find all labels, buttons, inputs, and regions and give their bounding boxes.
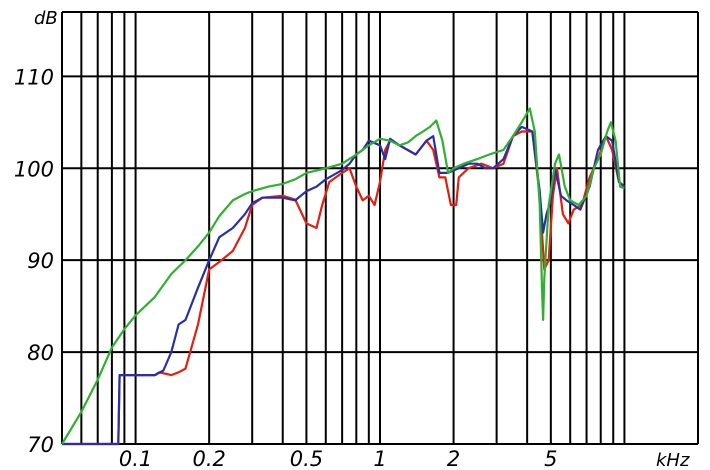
grid bbox=[61, 11, 699, 445]
x-axis-unit-label: kHz bbox=[656, 450, 690, 470]
tick-labels: 70 80 90 100 110 0.1 0.2 0.5 1 2 5 bbox=[14, 65, 558, 470]
series-group bbox=[61, 107, 626, 446]
x-tick-label: 5 bbox=[544, 447, 557, 470]
x-tick-label: 0.2 bbox=[192, 447, 225, 470]
series-line-1 bbox=[62, 130, 626, 446]
y-tick-label: 80 bbox=[27, 341, 54, 365]
x-tick-label: 1 bbox=[373, 447, 386, 470]
y-tick-label: 90 bbox=[27, 249, 54, 273]
x-tick-label: 0.5 bbox=[290, 447, 323, 470]
series-line-3 bbox=[61, 107, 625, 445]
x-tick-label: 0.1 bbox=[119, 447, 152, 470]
series-line-2 bbox=[62, 125, 626, 446]
y-tick-label: 100 bbox=[14, 157, 54, 181]
y-axis-unit-label: dB bbox=[34, 8, 58, 29]
y-tick-label: 70 bbox=[27, 433, 54, 457]
y-tick-label: 110 bbox=[14, 65, 54, 89]
x-tick-label: 2 bbox=[447, 447, 460, 470]
